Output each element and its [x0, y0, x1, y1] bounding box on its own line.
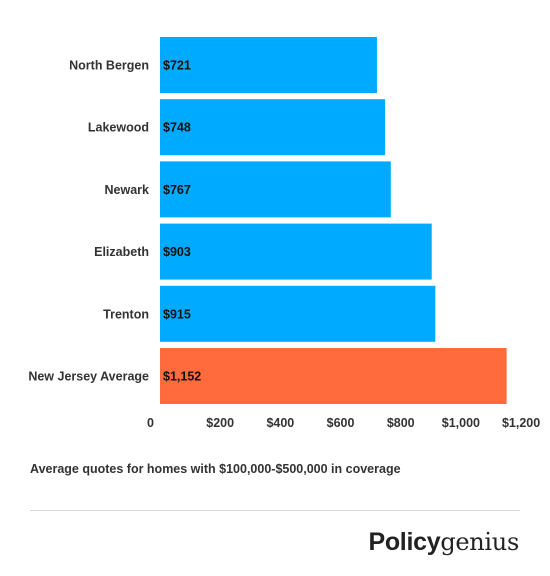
category-label-newark: Newark — [105, 183, 150, 197]
value-label-north-bergen: $721 — [163, 59, 191, 73]
logo-text-genius: genius — [440, 528, 519, 556]
category-label-trenton: Trenton — [103, 307, 149, 321]
value-label-new-jersey-average: $1,152 — [163, 370, 201, 384]
category-labels: North Bergen Lakewood Newark Elizabeth Trent… — [28, 59, 149, 384]
category-label-north-bergen: North Bergen — [69, 59, 149, 73]
value-label-newark: $767 — [163, 183, 191, 197]
bar-chart: North Bergen Lakewood Newark Elizabeth Trent… — [28, 37, 540, 430]
bar-elizabeth — [160, 223, 432, 280]
bar-trenton — [160, 285, 436, 342]
category-label-new-jersey-average: New Jersey Average — [28, 370, 149, 384]
x-tick-label: $400 — [266, 416, 294, 430]
bar-new-jersey-average — [160, 348, 507, 404]
bar-north-bergen — [160, 37, 377, 93]
x-tick-label: $600 — [327, 416, 355, 430]
bar-lakewood — [160, 99, 386, 156]
logo-text-policy: Policy — [368, 528, 441, 556]
value-label-trenton: $915 — [163, 307, 191, 321]
x-tick-label: $200 — [206, 416, 234, 430]
bar-newark — [160, 161, 391, 218]
value-label-lakewood: $748 — [163, 121, 191, 135]
bars-group — [160, 37, 507, 404]
chart-caption: Average quotes for homes with $100,000-$… — [30, 462, 401, 476]
x-tick-label: $1,000 — [442, 416, 480, 430]
x-axis-ticks: 0 $200 $400 $600 $800 $1,000 $1,200 — [147, 416, 540, 430]
value-labels: $721 $748 $767 $903 $915 $1,152 — [163, 59, 201, 384]
policygenius-logo: Policygenius — [368, 528, 519, 557]
divider — [30, 510, 520, 511]
x-tick-label: $1,200 — [502, 416, 540, 430]
category-label-elizabeth: Elizabeth — [94, 245, 149, 259]
x-tick-label: 0 — [147, 416, 154, 430]
category-label-lakewood: Lakewood — [88, 121, 149, 135]
value-label-elizabeth: $903 — [163, 245, 191, 259]
x-tick-label: $800 — [387, 416, 415, 430]
